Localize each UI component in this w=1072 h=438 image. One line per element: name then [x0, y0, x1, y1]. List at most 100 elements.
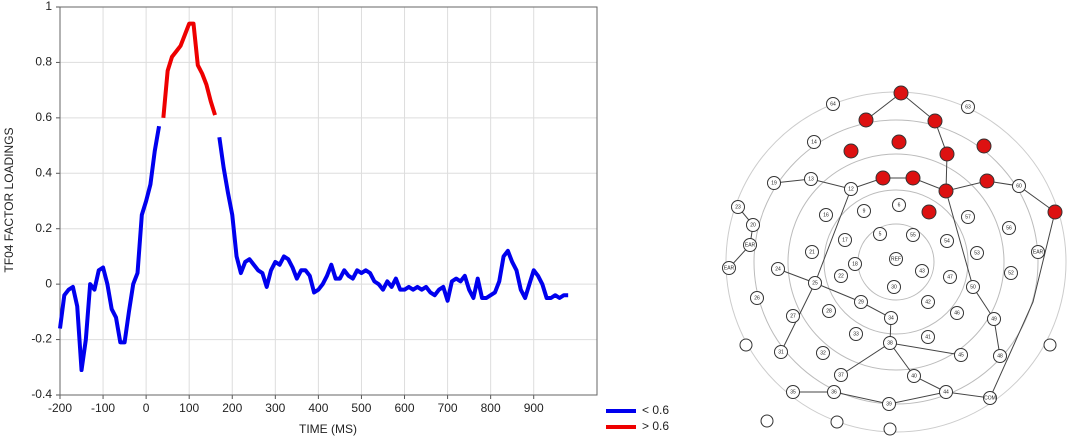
electrode: 31	[774, 345, 788, 359]
electrode-label: 37	[838, 372, 844, 378]
x-tick-label: 700	[438, 401, 458, 415]
electrode-label: 54	[944, 238, 950, 244]
electrode-circle	[844, 182, 858, 196]
electrode: 22	[834, 269, 848, 283]
electrode: 48	[993, 349, 1007, 363]
electrode-circle	[961, 210, 975, 224]
electrode: 18	[848, 257, 862, 271]
electrode-circle	[834, 368, 848, 382]
electrode: 41	[921, 330, 935, 344]
electrode: EAR	[1031, 245, 1045, 259]
active-electrode	[938, 183, 954, 199]
x-tick-label: 200	[222, 401, 242, 415]
electrode-label: 63	[965, 104, 971, 110]
electrode-label: 55	[910, 232, 916, 238]
electrode-circle	[849, 327, 863, 341]
x-tick-label: 100	[179, 401, 199, 415]
active-electrode	[893, 85, 909, 101]
electrode-circle	[1004, 266, 1018, 280]
electrode: 42	[921, 295, 935, 309]
electrode-circle	[954, 348, 968, 362]
electrode-label: 6	[898, 202, 901, 208]
y-tick-label: -0.2	[31, 332, 52, 346]
electrode-label: 33	[853, 331, 859, 337]
x-tick-label: 300	[265, 401, 285, 415]
active-electrode	[927, 113, 943, 129]
x-tick-label: 500	[351, 401, 371, 415]
electrode-circle	[746, 218, 760, 232]
electrode: 26	[750, 291, 764, 305]
electrode: 24	[771, 262, 785, 276]
electrode-label: EAR	[1033, 249, 1044, 255]
electrode-label: 24	[775, 266, 781, 272]
electrode-circle	[887, 280, 901, 294]
electrode: 5	[873, 227, 887, 241]
y-tick-label: 0.4	[35, 165, 52, 179]
active-electrode	[891, 134, 907, 150]
electrode-circle	[906, 228, 920, 242]
electrode-circle	[771, 262, 785, 276]
y-tick-label: -0.4	[31, 387, 52, 401]
electrode-label: 45	[958, 352, 964, 358]
electrode-label: 14	[811, 139, 817, 145]
electrode: 43	[915, 264, 929, 278]
electrode-label: 38	[887, 340, 893, 346]
electrode-label: 64	[830, 101, 836, 107]
electrode-circle	[805, 245, 819, 259]
y-axis-label: TF04 FACTOR LOADINGS	[2, 127, 16, 272]
electrode-circle	[943, 270, 957, 284]
electrode: 60	[1012, 179, 1026, 193]
electrode-circle	[873, 227, 887, 241]
electrode-circle	[857, 204, 871, 218]
electrode-label: 30	[891, 284, 897, 290]
electrode: EAR	[743, 238, 757, 252]
electrode-circle	[774, 345, 788, 359]
electrode-circle	[921, 330, 935, 344]
electrode-label: 18	[852, 261, 858, 267]
electrode-circle	[915, 264, 929, 278]
electrode-circle	[827, 385, 841, 399]
electrode-circle	[1002, 221, 1016, 235]
ring	[823, 189, 969, 335]
x-tick-label: 0	[143, 401, 150, 415]
electrode-circle	[966, 280, 980, 294]
electrode-label: 22	[838, 273, 844, 279]
active-electrode	[905, 170, 921, 186]
electrode: COM	[983, 391, 997, 405]
electrode-label: 17	[842, 237, 848, 243]
electrode-label: 42	[925, 299, 931, 305]
y-tick-label: 0	[45, 276, 52, 290]
line-series	[217, 136, 569, 303]
legend-label: > 0.6	[642, 419, 669, 433]
electrode: 46	[950, 306, 964, 320]
electrode	[830, 415, 844, 429]
electrode-label: 13	[808, 176, 814, 182]
electrode-label: 19	[771, 180, 777, 186]
y-tick-label: 1	[45, 0, 52, 13]
electrode: 28	[822, 304, 836, 318]
electrode-circle	[731, 200, 745, 214]
electrode: 57	[961, 210, 975, 224]
electrode-circle	[807, 135, 821, 149]
electrode-label: 43	[919, 268, 925, 274]
electrode-label: 32	[820, 350, 826, 356]
electrode	[760, 414, 774, 428]
electrode-circle	[889, 252, 903, 266]
electrode-circle	[848, 257, 862, 271]
electrode-label: 36	[831, 389, 837, 395]
electrode-label: 20	[750, 222, 756, 228]
electrode-label: 47	[947, 274, 953, 280]
electrode-label: 53	[974, 250, 980, 256]
active-electrode	[921, 204, 937, 220]
electrode-label: 46	[954, 310, 960, 316]
line-series	[161, 21, 217, 119]
electrode: 45	[954, 348, 968, 362]
electrode: 39	[882, 397, 896, 411]
electrode: 56	[1002, 221, 1016, 235]
electrode: 21	[805, 245, 819, 259]
electrode-label: 57	[965, 214, 971, 220]
electrode-label: 34	[888, 315, 894, 321]
electrode-circle	[882, 397, 896, 411]
electrode: 38	[883, 336, 897, 350]
electrode: 12	[844, 182, 858, 196]
